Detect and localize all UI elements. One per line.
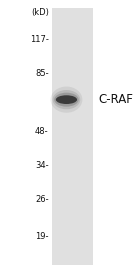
Text: 26-: 26-	[35, 195, 49, 204]
Text: 34-: 34-	[35, 161, 49, 170]
Ellipse shape	[56, 95, 77, 104]
Text: 117-: 117-	[30, 35, 49, 44]
Ellipse shape	[53, 90, 80, 109]
Text: 85-: 85-	[35, 69, 49, 78]
Ellipse shape	[51, 87, 82, 113]
Text: (kD): (kD)	[31, 8, 49, 17]
Ellipse shape	[54, 93, 79, 107]
Text: 19-: 19-	[35, 232, 49, 241]
Text: C-RAF: C-RAF	[99, 93, 134, 106]
Text: 48-: 48-	[35, 127, 49, 135]
Bar	[52, 8, 93, 265]
